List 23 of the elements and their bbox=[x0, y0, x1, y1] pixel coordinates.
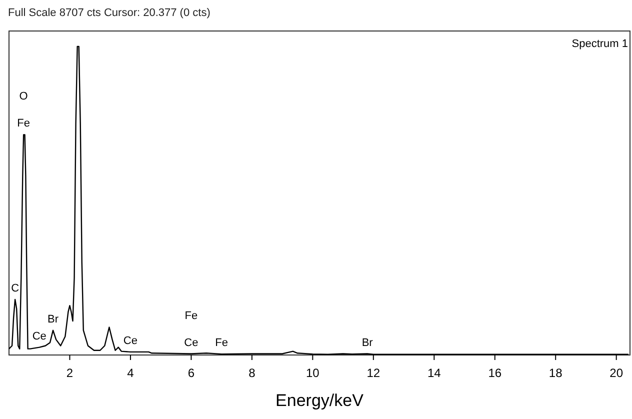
x-tick-label: 8 bbox=[248, 366, 256, 380]
chart-title: Full Scale 8707 cts Cursor: 20.377 (0 cts) bbox=[8, 7, 210, 19]
annotation: Ce bbox=[32, 330, 46, 342]
annotation: Fe bbox=[215, 337, 228, 350]
annotation: Spectrum 1 bbox=[572, 38, 628, 50]
annotation: Ce bbox=[123, 334, 138, 347]
annotation: Fe bbox=[184, 310, 198, 322]
x-tick-label: 16 bbox=[488, 366, 502, 380]
x-tick-label: 12 bbox=[366, 366, 380, 380]
x-tick-label: 18 bbox=[548, 366, 563, 380]
x-tick-label: 20 bbox=[610, 366, 624, 380]
x-tick-label: 14 bbox=[427, 366, 442, 380]
x-tick-label: 10 bbox=[306, 366, 320, 380]
x-tick-label: 6 bbox=[188, 366, 195, 380]
x-tick-label: 4 bbox=[127, 366, 134, 380]
x-tick-label: 2 bbox=[66, 366, 74, 380]
annotation: C bbox=[11, 282, 20, 294]
x-axis-title: Energy/keV bbox=[276, 391, 364, 410]
annotation: Br bbox=[362, 336, 374, 349]
annotation: Ce bbox=[184, 336, 198, 349]
annotation: Br bbox=[48, 313, 59, 326]
annotation: O bbox=[19, 90, 28, 103]
annotation: Fe bbox=[17, 118, 30, 130]
